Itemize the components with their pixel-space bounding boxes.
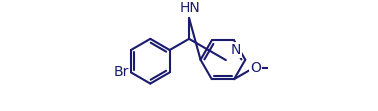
Text: Br: Br [113,65,129,79]
Text: HN: HN [179,1,200,15]
Text: N: N [230,43,241,57]
Text: O: O [250,60,261,74]
